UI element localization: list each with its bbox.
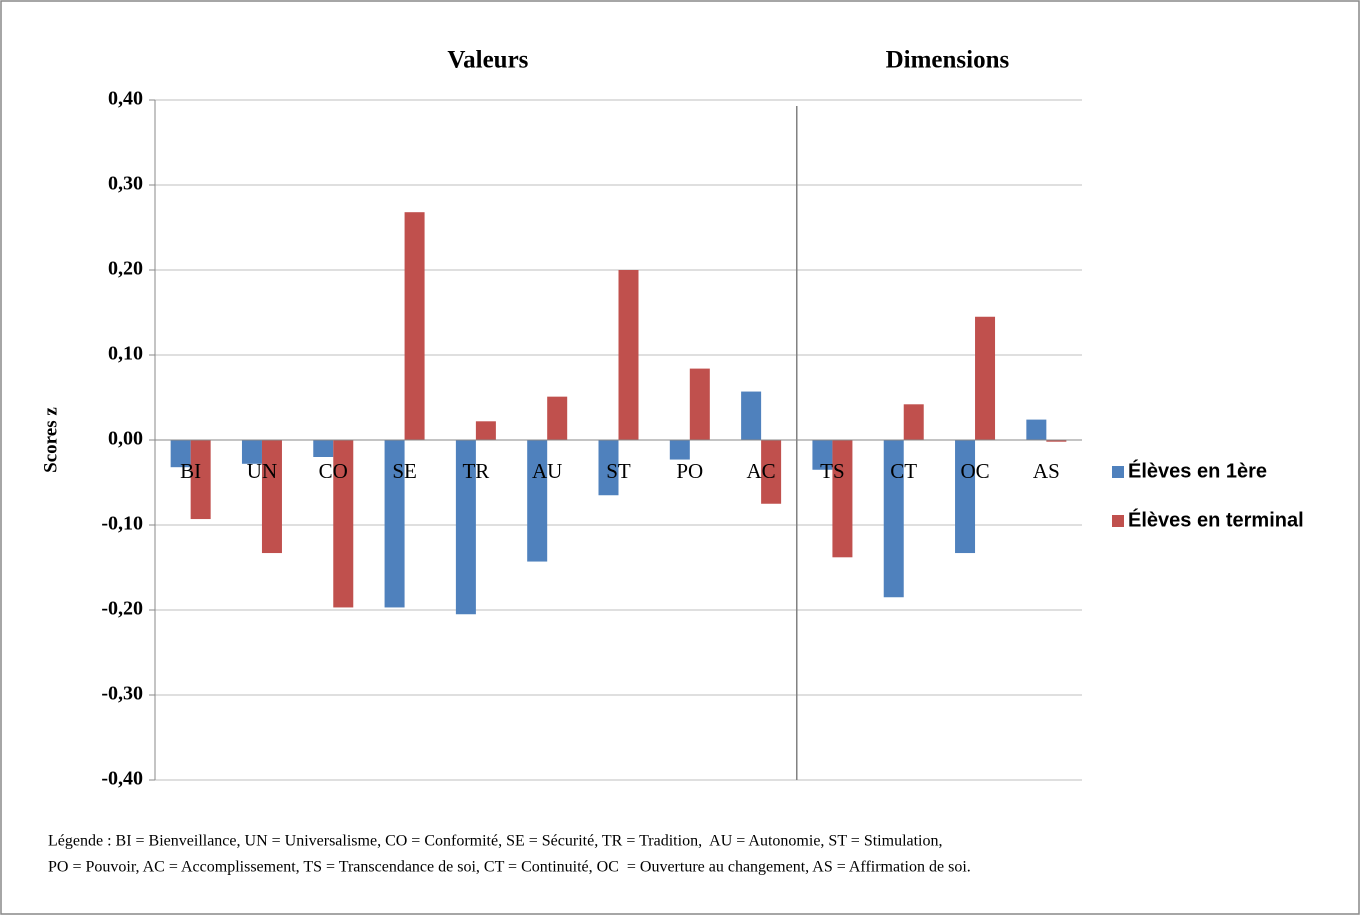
bar: [618, 270, 639, 440]
bar: [475, 421, 496, 440]
y-tick-label: 0,00: [108, 428, 143, 450]
bar: [883, 440, 904, 598]
y-axis-label: Scores z: [40, 407, 61, 473]
bar: [455, 440, 476, 615]
bar: [1026, 419, 1047, 440]
x-tick-label: SE: [392, 459, 417, 483]
bar: [741, 391, 762, 440]
bar: [241, 440, 262, 464]
y-tick-label: 0,40: [108, 88, 143, 110]
x-tick-label: AU: [532, 459, 562, 483]
x-tick-label: TR: [462, 459, 489, 483]
bar: [190, 440, 211, 520]
x-tick-label: CT: [890, 459, 917, 483]
x-tick-label: TS: [820, 459, 845, 483]
x-tick-label: AC: [747, 459, 776, 483]
bar: [261, 440, 282, 554]
bar: [384, 440, 405, 608]
bar: [333, 440, 354, 608]
x-tick-label: AS: [1033, 459, 1060, 483]
bar: [832, 440, 853, 558]
y-tick-label: -0,20: [101, 598, 143, 620]
bar: [313, 440, 334, 457]
bar: [689, 368, 710, 440]
note: Légende : BI = Bienveillance, UN = Unive…: [48, 833, 943, 850]
y-tick-label: -0,10: [101, 513, 143, 535]
y-tick-label: -0,40: [101, 768, 143, 790]
y-tick-label: 0,30: [108, 173, 143, 195]
x-tick-label: ST: [606, 459, 631, 483]
y-tick-label: -0,30: [101, 683, 143, 705]
x-tick-label: UN: [247, 459, 277, 483]
bar: [1046, 440, 1067, 442]
x-tick-label: CO: [319, 459, 348, 483]
bar: [598, 440, 619, 496]
y-tick-label: 0,10: [108, 343, 143, 365]
bar: [812, 440, 833, 470]
bar: [404, 212, 425, 440]
bar: [669, 440, 690, 460]
bar: [527, 440, 548, 562]
group-label: Dimensions: [886, 47, 1010, 74]
x-tick-label: PO: [676, 459, 703, 483]
bar: [903, 404, 924, 440]
legend-swatch: [1112, 515, 1124, 527]
legend-label: Élèves en terminal: [1128, 508, 1304, 531]
legend-swatch: [1112, 466, 1124, 478]
legend-label: Élèves en 1ère: [1128, 459, 1267, 482]
bar: [955, 440, 976, 554]
bar: [975, 316, 996, 440]
x-tick-label: OC: [960, 459, 989, 483]
note: PO = Pouvoir, AC = Accomplissement, TS =…: [48, 859, 971, 876]
y-tick-label: 0,20: [108, 258, 143, 280]
group-label: Valeurs: [447, 47, 528, 74]
bar: [170, 440, 191, 468]
x-tick-label: BI: [180, 459, 201, 483]
bar: [761, 440, 782, 504]
bar: [547, 396, 568, 440]
